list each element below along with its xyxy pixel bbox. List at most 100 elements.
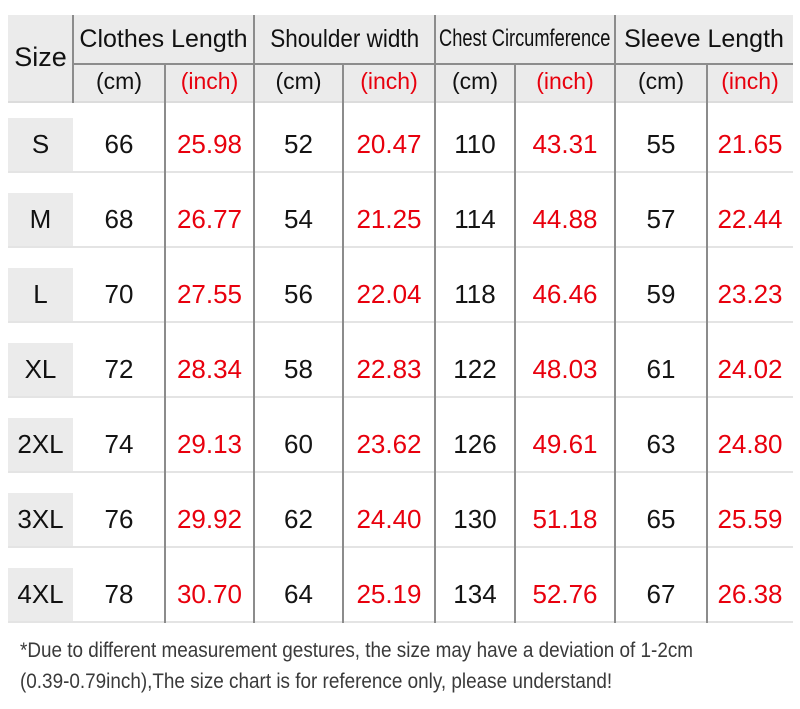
cell-shoulder-cm: 64 <box>284 579 313 609</box>
cell-sleeve-cm: 61 <box>646 354 676 384</box>
unit-header-cm: (cm) <box>275 67 322 94</box>
cell-shoulder-cm: 56 <box>284 279 313 309</box>
header-divider-line <box>73 63 793 65</box>
cell-sleeve-cm: 65 <box>646 504 676 534</box>
size-label: M <box>8 193 73 246</box>
table-row-m: M 68 26.77 54 21.25 114 44.88 57 22.44 <box>8 193 793 248</box>
cell-shoulder-inch: 22.04 <box>356 279 422 309</box>
group-header-label: Chest Circumference <box>439 25 611 52</box>
column-separator-line <box>72 15 74 103</box>
cell-sleeve-inch: 23.23 <box>717 279 783 309</box>
cell-shoulder-inch: 25.19 <box>356 579 422 609</box>
cell-clothes-cm: 68 <box>104 204 134 234</box>
cell-sleeve-inch: 26.38 <box>717 579 783 609</box>
cell-sleeve-inch: 25.59 <box>717 504 783 534</box>
group-header-label: Sleeve Length <box>624 24 784 53</box>
cell-clothes-cm: 74 <box>104 429 134 459</box>
unit-header-cm: (cm) <box>638 67 684 94</box>
cell-chest-inch: 51.18 <box>532 504 598 534</box>
cell-clothes-inch: 26.77 <box>176 204 243 234</box>
cell-clothes-inch: 28.34 <box>176 354 243 384</box>
group-header-label: Shoulder width <box>270 24 419 53</box>
cell-chest-cm: 122 <box>453 354 497 384</box>
column-separator-line <box>253 15 255 623</box>
cell-sleeve-cm: 55 <box>646 129 676 159</box>
cell-chest-cm: 126 <box>453 429 497 459</box>
cell-sleeve-inch: 22.44 <box>717 204 783 234</box>
table-header: Size Clothes Length Shoulder width Chest… <box>8 15 793 103</box>
unit-header-cm: (cm) <box>96 67 142 94</box>
cell-sleeve-cm: 63 <box>646 429 676 459</box>
cell-shoulder-inch: 23.62 <box>356 429 422 459</box>
size-label: 3XL <box>8 493 73 546</box>
size-label: L <box>8 268 73 321</box>
cell-chest-cm: 134 <box>453 579 497 609</box>
cell-shoulder-cm: 62 <box>284 504 313 534</box>
column-separator-line <box>342 63 344 623</box>
cell-sleeve-cm: 67 <box>646 579 676 609</box>
cell-chest-inch: 48.03 <box>532 354 598 384</box>
disclaimer-line-1: *Due to different measurement gestures, … <box>20 639 694 662</box>
cell-clothes-cm: 76 <box>104 504 134 534</box>
size-label: 2XL <box>8 418 73 471</box>
cell-chest-inch: 46.46 <box>532 279 598 309</box>
group-header-sleeve-length: Sleeve Length <box>615 15 793 63</box>
table-row-4xl: 4XL 78 30.70 64 25.19 134 52.76 67 26.38 <box>8 568 793 623</box>
unit-header-inch: (inch) <box>536 67 594 94</box>
cell-clothes-inch: 27.55 <box>176 279 243 309</box>
cell-shoulder-inch: 20.47 <box>356 129 422 159</box>
cell-clothes-cm: 70 <box>104 279 134 309</box>
table-row-xl: XL 72 28.34 58 22.83 122 48.03 61 24.02 <box>8 343 793 398</box>
column-separator-line <box>434 15 436 623</box>
cell-chest-inch: 52.76 <box>532 579 598 609</box>
unit-header-inch: (inch) <box>360 67 418 94</box>
table-row-l: L 70 27.55 56 22.04 118 46.46 59 23.23 <box>8 268 793 323</box>
cell-sleeve-cm: 57 <box>646 204 676 234</box>
cell-chest-inch: 43.31 <box>532 129 598 159</box>
table-row-3xl: 3XL 76 29.92 62 24.40 130 51.18 65 25.59 <box>8 493 793 548</box>
column-separator-line <box>514 63 516 623</box>
cell-shoulder-inch: 21.25 <box>356 204 422 234</box>
cell-sleeve-inch: 24.02 <box>717 354 783 384</box>
cell-shoulder-cm: 52 <box>284 129 313 159</box>
unit-header-inch: (inch) <box>721 67 779 94</box>
cell-shoulder-cm: 54 <box>284 204 313 234</box>
cell-clothes-cm: 72 <box>104 354 134 384</box>
table-row-s: S 66 25.98 52 20.47 110 43.31 55 21.65 <box>8 118 793 173</box>
cell-clothes-inch: 29.92 <box>176 504 243 534</box>
size-column-header: Size <box>14 41 67 72</box>
cell-clothes-inch: 30.70 <box>176 579 243 609</box>
size-label: S <box>8 118 73 171</box>
cell-sleeve-inch: 24.80 <box>717 429 783 459</box>
cell-chest-cm: 130 <box>453 504 497 534</box>
column-separator-line <box>164 63 166 623</box>
group-header-label: Clothes Length <box>79 24 248 53</box>
cell-sleeve-inch: 21.65 <box>717 129 783 159</box>
size-label: XL <box>8 343 73 396</box>
cell-clothes-inch: 25.98 <box>176 129 243 159</box>
cell-clothes-inch: 29.13 <box>176 429 243 459</box>
cell-sleeve-cm: 59 <box>646 279 676 309</box>
cell-chest-cm: 114 <box>454 204 496 234</box>
unit-header-cm: (cm) <box>452 67 498 94</box>
group-header-chest-circumference: Chest Circumference <box>435 15 615 63</box>
unit-header-inch: (inch) <box>180 67 239 94</box>
cell-chest-inch: 44.88 <box>532 204 598 234</box>
cell-chest-cm: 118 <box>454 279 496 309</box>
table-row-2xl: 2XL 74 29.13 60 23.62 126 49.61 63 24.80 <box>8 418 793 473</box>
group-header-shoulder-width: Shoulder width <box>254 15 435 63</box>
size-chart-table: Size Clothes Length Shoulder width Chest… <box>8 15 793 623</box>
cell-clothes-cm: 78 <box>104 579 134 609</box>
cell-shoulder-cm: 60 <box>284 429 313 459</box>
cell-shoulder-inch: 24.40 <box>356 504 422 534</box>
cell-shoulder-cm: 58 <box>284 354 313 384</box>
cell-clothes-cm: 66 <box>104 129 134 159</box>
disclaimer-line-2: (0.39-0.79inch),The size chart is for re… <box>20 670 613 693</box>
size-label: 4XL <box>8 568 73 621</box>
group-header-clothes-length: Clothes Length <box>73 15 254 63</box>
measurement-disclaimer: *Due to different measurement gestures, … <box>20 635 768 697</box>
cell-chest-cm: 110 <box>454 129 496 159</box>
cell-chest-inch: 49.61 <box>532 429 598 459</box>
column-separator-line <box>706 63 708 623</box>
